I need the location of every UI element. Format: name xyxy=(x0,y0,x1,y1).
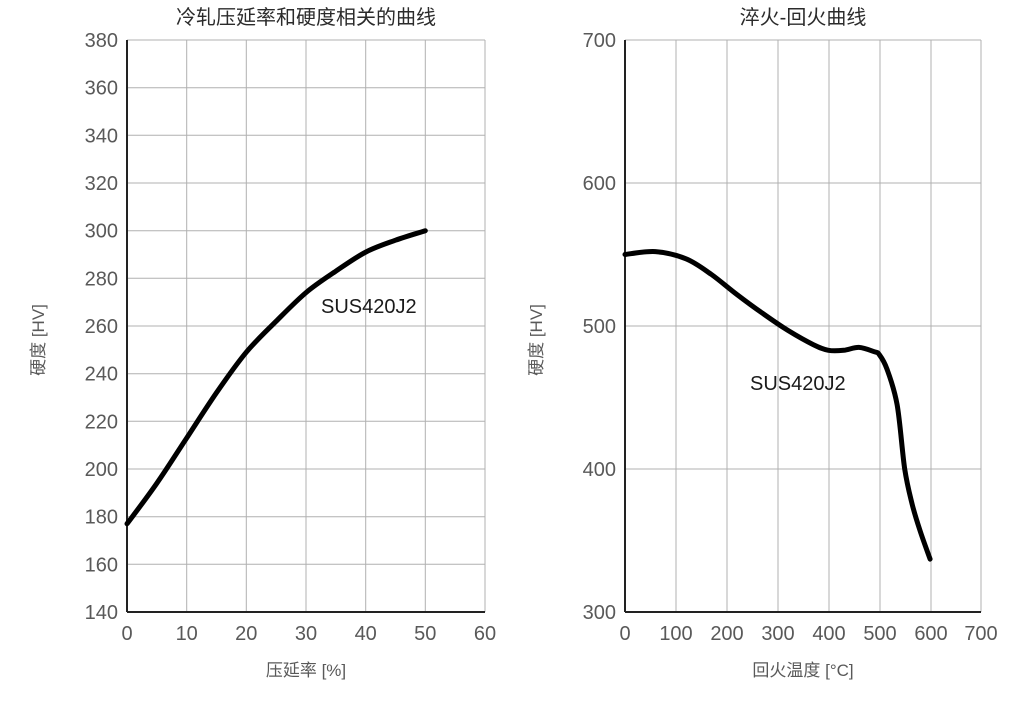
svg-text:300: 300 xyxy=(761,623,794,645)
svg-text:300: 300 xyxy=(583,602,616,624)
svg-text:380: 380 xyxy=(85,30,118,52)
svg-text:500: 500 xyxy=(583,316,616,338)
svg-text:20: 20 xyxy=(235,623,257,645)
svg-text:300: 300 xyxy=(85,221,118,243)
svg-text:600: 600 xyxy=(914,623,947,645)
svg-text:220: 220 xyxy=(85,411,118,433)
svg-text:SUS420J2: SUS420J2 xyxy=(750,373,846,395)
svg-text:硬度 [HV]: 硬度 [HV] xyxy=(29,304,48,376)
svg-text:200: 200 xyxy=(85,459,118,481)
svg-text:400: 400 xyxy=(812,623,845,645)
svg-text:0: 0 xyxy=(619,623,630,645)
svg-text:0: 0 xyxy=(121,623,132,645)
svg-text:140: 140 xyxy=(85,602,118,624)
svg-text:压延率 [%]: 压延率 [%] xyxy=(266,661,346,680)
svg-text:240: 240 xyxy=(85,364,118,386)
svg-text:冷轧压延率和硬度相关的曲线: 冷轧压延率和硬度相关的曲线 xyxy=(176,6,436,29)
svg-text:700: 700 xyxy=(964,623,997,645)
svg-text:320: 320 xyxy=(85,173,118,195)
svg-text:硬度 [HV]: 硬度 [HV] xyxy=(527,304,546,376)
svg-text:400: 400 xyxy=(583,459,616,481)
svg-text:340: 340 xyxy=(85,125,118,147)
svg-text:160: 160 xyxy=(85,554,118,576)
svg-text:360: 360 xyxy=(85,78,118,100)
svg-text:30: 30 xyxy=(295,623,317,645)
svg-text:50: 50 xyxy=(414,623,436,645)
svg-text:500: 500 xyxy=(863,623,896,645)
svg-text:SUS420J2: SUS420J2 xyxy=(321,296,417,318)
svg-text:260: 260 xyxy=(85,316,118,338)
svg-text:回火温度 [°C]: 回火温度 [°C] xyxy=(752,661,853,680)
svg-text:600: 600 xyxy=(583,173,616,195)
svg-text:100: 100 xyxy=(659,623,692,645)
svg-text:60: 60 xyxy=(474,623,496,645)
svg-text:180: 180 xyxy=(85,507,118,529)
svg-text:40: 40 xyxy=(355,623,377,645)
svg-text:10: 10 xyxy=(176,623,198,645)
svg-text:280: 280 xyxy=(85,268,118,290)
svg-text:200: 200 xyxy=(710,623,743,645)
svg-text:淬火-回火曲线: 淬火-回火曲线 xyxy=(740,6,867,29)
svg-text:700: 700 xyxy=(583,30,616,52)
